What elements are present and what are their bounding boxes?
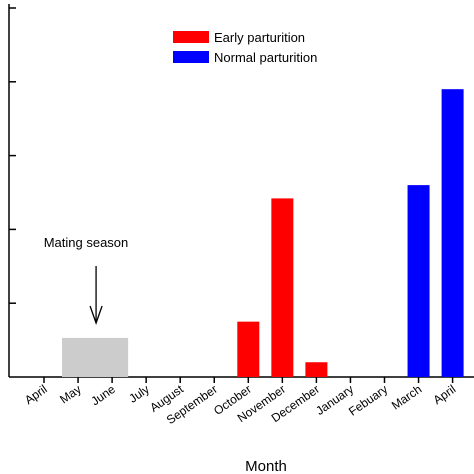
bar-early-parturition (271, 198, 294, 377)
mating-season-box (62, 337, 129, 377)
mating-season-arrow-head (89, 305, 103, 325)
x-tick-label: May (57, 382, 84, 406)
x-tick-label: Febuary (346, 382, 390, 419)
bars (237, 89, 464, 378)
mating-season-layer: Mating season (44, 235, 129, 377)
x-tick-labels: April May June JulyAugustSeptemberOctoberNo… (22, 382, 459, 428)
bar-normal-parturition (441, 89, 464, 378)
x-axis-title: Month (245, 458, 287, 474)
x-tick-label: April (431, 382, 459, 407)
legend-swatch-normal (173, 51, 209, 63)
x-tick-label: June (88, 382, 118, 409)
legend-swatch-early (173, 31, 209, 43)
legend: Early parturition Normal parturition (173, 30, 317, 65)
x-tick-label: April (22, 382, 50, 407)
legend-label-early: Early parturition (214, 30, 305, 45)
x-tick-label: March (389, 382, 424, 413)
bar-early-parturition (305, 362, 328, 377)
bar-normal-parturition (407, 185, 430, 377)
x-ticks (43, 377, 454, 383)
legend-label-normal: Normal parturition (214, 50, 317, 65)
y-ticks (9, 7, 16, 304)
bar-early-parturition (237, 321, 260, 377)
mating-season-label: Mating season (44, 235, 129, 250)
